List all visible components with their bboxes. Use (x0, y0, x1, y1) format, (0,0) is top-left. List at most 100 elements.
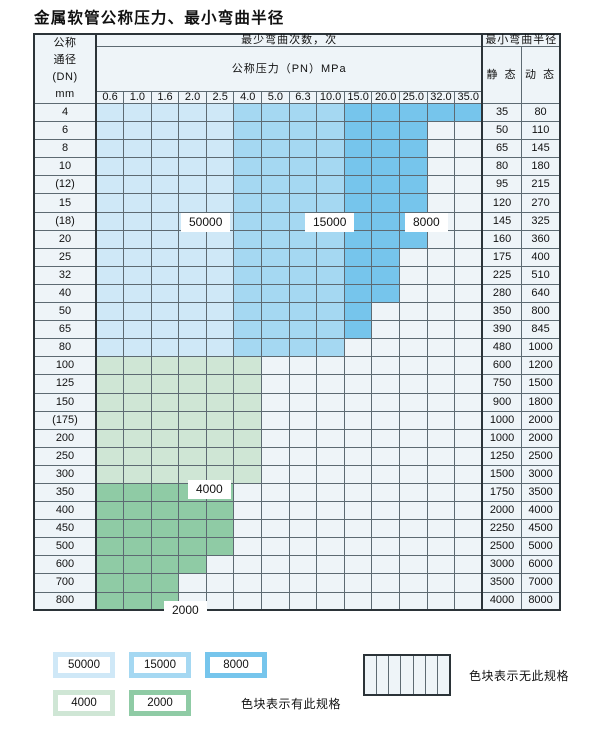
spec-cell[interactable] (205, 102, 235, 123)
spec-cell[interactable] (288, 265, 318, 285)
spec-cell[interactable] (261, 519, 290, 539)
spec-cell[interactable] (426, 374, 456, 394)
spec-cell[interactable] (233, 121, 263, 141)
spec-cell[interactable] (205, 501, 235, 521)
spec-cell[interactable] (316, 121, 345, 141)
spec-cell[interactable] (233, 211, 263, 231)
spec-cell[interactable] (205, 392, 235, 412)
spec-cell[interactable] (343, 247, 373, 267)
spec-cell[interactable] (123, 482, 152, 503)
spec-cell[interactable] (288, 501, 318, 521)
spec-cell[interactable] (316, 374, 345, 394)
spec-cell[interactable] (95, 229, 125, 249)
spec-cell[interactable] (261, 410, 290, 430)
spec-cell[interactable] (288, 157, 318, 177)
spec-cell[interactable] (205, 410, 235, 430)
spec-cell[interactable] (233, 320, 263, 340)
spec-cell[interactable] (316, 464, 345, 484)
spec-cell[interactable] (343, 519, 373, 539)
spec-cell[interactable] (454, 428, 483, 448)
spec-cell[interactable] (399, 139, 428, 159)
spec-cell[interactable] (316, 573, 345, 593)
spec-cell[interactable] (288, 374, 318, 394)
spec-cell[interactable] (343, 175, 373, 195)
spec-cell[interactable] (95, 356, 125, 376)
spec-cell[interactable] (371, 392, 401, 412)
spec-cell[interactable] (399, 591, 428, 611)
spec-cell[interactable] (178, 320, 207, 340)
spec-cell[interactable] (426, 501, 456, 521)
spec-cell[interactable] (288, 247, 318, 267)
spec-cell[interactable] (288, 229, 318, 249)
spec-cell[interactable] (150, 356, 180, 376)
spec-cell[interactable] (178, 356, 207, 376)
spec-cell[interactable] (233, 428, 263, 448)
spec-cell[interactable] (343, 428, 373, 448)
spec-cell[interactable] (399, 320, 428, 340)
spec-cell[interactable] (261, 157, 290, 177)
spec-cell[interactable] (399, 193, 428, 213)
spec-cell[interactable] (95, 573, 125, 593)
spec-cell[interactable] (343, 537, 373, 557)
spec-cell[interactable] (95, 193, 125, 213)
spec-cell[interactable] (343, 320, 373, 340)
spec-cell[interactable] (371, 302, 401, 322)
spec-cell[interactable] (95, 102, 125, 123)
spec-cell[interactable] (178, 464, 207, 484)
spec-cell[interactable] (150, 338, 180, 358)
spec-cell[interactable] (454, 247, 483, 267)
spec-cell[interactable] (426, 428, 456, 448)
spec-cell[interactable] (150, 464, 180, 484)
spec-cell[interactable] (316, 175, 345, 195)
spec-cell[interactable] (205, 356, 235, 376)
spec-cell[interactable] (178, 410, 207, 430)
spec-cell[interactable] (454, 591, 483, 611)
spec-cell[interactable] (205, 537, 235, 557)
spec-cell[interactable] (399, 102, 428, 123)
spec-cell[interactable] (316, 501, 345, 521)
spec-cell[interactable] (316, 555, 345, 575)
spec-cell[interactable] (371, 121, 401, 141)
spec-cell[interactable] (288, 302, 318, 322)
spec-cell[interactable] (371, 519, 401, 539)
spec-cell[interactable] (233, 175, 263, 195)
spec-cell[interactable] (178, 501, 207, 521)
spec-cell[interactable] (454, 356, 483, 376)
spec-cell[interactable] (399, 464, 428, 484)
spec-cell[interactable] (454, 121, 483, 141)
spec-cell[interactable] (371, 157, 401, 177)
spec-cell[interactable] (150, 175, 180, 195)
spec-cell[interactable] (426, 283, 456, 304)
spec-cell[interactable] (150, 283, 180, 304)
spec-cell[interactable] (399, 247, 428, 267)
spec-cell[interactable] (371, 464, 401, 484)
spec-cell[interactable] (399, 265, 428, 285)
spec-cell[interactable] (95, 121, 125, 141)
spec-cell[interactable] (371, 175, 401, 195)
spec-cell[interactable] (95, 392, 125, 412)
spec-cell[interactable] (261, 302, 290, 322)
spec-cell[interactable] (371, 320, 401, 340)
spec-cell[interactable] (316, 193, 345, 213)
spec-cell[interactable] (343, 229, 373, 249)
spec-cell[interactable] (233, 338, 263, 358)
spec-cell[interactable] (123, 501, 152, 521)
spec-cell[interactable] (95, 302, 125, 322)
spec-cell[interactable] (426, 102, 456, 123)
spec-cell[interactable] (95, 283, 125, 304)
spec-cell[interactable] (371, 283, 401, 304)
spec-cell[interactable] (454, 302, 483, 322)
spec-cell[interactable] (454, 519, 483, 539)
spec-cell[interactable] (288, 193, 318, 213)
spec-cell[interactable] (123, 428, 152, 448)
spec-cell[interactable] (399, 283, 428, 304)
spec-cell[interactable] (205, 193, 235, 213)
spec-cell[interactable] (233, 410, 263, 430)
spec-cell[interactable] (371, 102, 401, 123)
spec-cell[interactable] (426, 573, 456, 593)
spec-cell[interactable] (343, 573, 373, 593)
spec-cell[interactable] (178, 338, 207, 358)
spec-cell[interactable] (233, 302, 263, 322)
spec-cell[interactable] (123, 193, 152, 213)
spec-cell[interactable] (454, 392, 483, 412)
